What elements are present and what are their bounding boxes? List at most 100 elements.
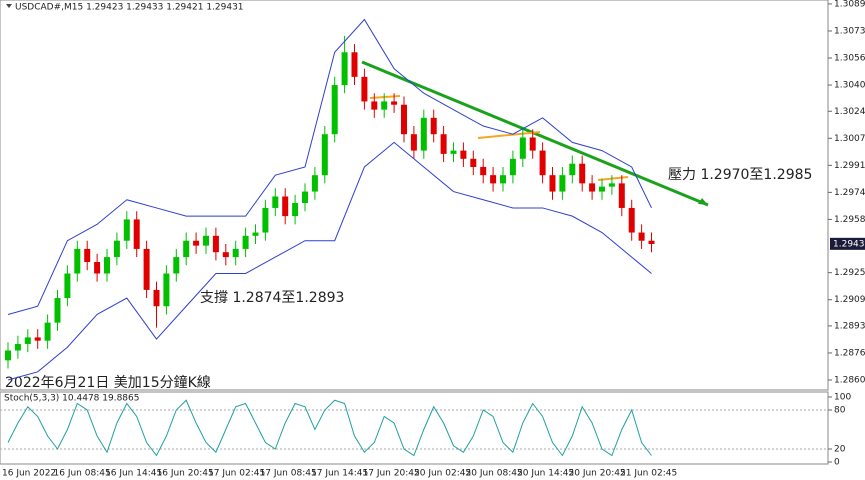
candle-body bbox=[401, 104, 407, 135]
candle-body bbox=[331, 85, 338, 135]
candle-body bbox=[212, 235, 219, 253]
candle-body bbox=[24, 337, 31, 344]
chart-caption: 2022年6月21日 美加15分鐘K線 bbox=[5, 374, 211, 391]
candle-body bbox=[500, 175, 506, 184]
candle-body bbox=[173, 257, 180, 274]
y-tick-label: 1.29090 bbox=[834, 295, 865, 305]
candle-body bbox=[599, 186, 605, 192]
candle-body bbox=[460, 150, 467, 159]
candle-body bbox=[440, 134, 447, 154]
candle-body bbox=[391, 101, 398, 105]
candle-body bbox=[638, 232, 645, 241]
candle-body bbox=[529, 137, 536, 151]
trend-line bbox=[361, 60, 709, 207]
candle-body bbox=[321, 134, 328, 176]
candle-body bbox=[14, 343, 21, 351]
candle-body bbox=[539, 150, 546, 176]
y-tick-label: 1.30240 bbox=[834, 107, 865, 117]
x-tick-label: 17 Jun 02:45 bbox=[208, 469, 265, 479]
candle-body bbox=[123, 219, 130, 241]
candle-body bbox=[34, 337, 41, 341]
candle-body bbox=[282, 196, 289, 217]
candle-body bbox=[618, 183, 625, 208]
y-tick-label: 1.28600 bbox=[834, 376, 865, 386]
y-tick-label: 1.28765 bbox=[834, 348, 865, 358]
y-tick-label: 1.29910 bbox=[834, 161, 865, 171]
candle-body bbox=[242, 235, 249, 249]
x-tick-label: 20 Jun 02:45 bbox=[414, 469, 471, 479]
candle-body bbox=[579, 163, 586, 184]
candle-body bbox=[5, 350, 11, 361]
y-tick-label: 100 bbox=[834, 393, 851, 403]
candle-body bbox=[559, 175, 566, 192]
main-frame bbox=[0, 0, 829, 391]
y-tick-label: 1.30895 bbox=[834, 0, 865, 9]
candle-body bbox=[381, 101, 388, 110]
y-tick-label: 1.30565 bbox=[834, 54, 865, 64]
candle-body bbox=[183, 240, 190, 258]
x-tick-label: 17 Jun 20:45 bbox=[363, 469, 420, 479]
candle-body bbox=[470, 158, 477, 167]
candle-body bbox=[292, 203, 299, 217]
candle-body bbox=[490, 175, 497, 184]
candle-body bbox=[311, 175, 318, 192]
candle-body bbox=[430, 117, 437, 135]
x-tick-label: 21 Jun 02:45 bbox=[620, 469, 677, 479]
candle-body bbox=[549, 175, 556, 192]
x-tick-label: 17 Jun 08:45 bbox=[260, 469, 317, 479]
y-tick-label: 1.29745 bbox=[834, 188, 865, 198]
candle-body bbox=[64, 273, 71, 299]
candle-body bbox=[589, 183, 596, 192]
orange-arrow bbox=[369, 95, 401, 99]
bollinger-band bbox=[7, 18, 652, 315]
candle-body bbox=[371, 101, 378, 110]
candle-body bbox=[361, 76, 368, 102]
candle-body bbox=[113, 240, 120, 258]
candle-body bbox=[420, 117, 427, 151]
candle-body bbox=[272, 196, 279, 208]
y-tick-label: 80 bbox=[834, 406, 846, 416]
y-tick-label: 1.30400 bbox=[834, 81, 865, 91]
stoch-title: Stoch(5,3,3) 10.4478 19.8865 bbox=[4, 394, 139, 404]
candle-body bbox=[410, 134, 417, 151]
candle-body bbox=[54, 298, 61, 323]
candle-body bbox=[341, 52, 348, 86]
candle-body bbox=[351, 52, 358, 77]
orange-arrow bbox=[597, 176, 629, 181]
bollinger-band bbox=[7, 141, 652, 381]
candle-body bbox=[608, 183, 615, 187]
x-tick-label: 20 Jun 08:45 bbox=[466, 469, 523, 479]
y-tick-label: 1.29255 bbox=[834, 268, 865, 278]
candle-body bbox=[519, 137, 526, 159]
candle-body bbox=[480, 166, 487, 176]
x-tick-label: 20 Jun 20:45 bbox=[569, 469, 626, 479]
stoch-line bbox=[7, 399, 652, 457]
candle-body bbox=[163, 273, 170, 307]
candle-body bbox=[302, 191, 308, 204]
y-tick-label: 0 bbox=[834, 458, 840, 468]
candle-body bbox=[153, 289, 160, 307]
y-tick-label: 1.30730 bbox=[834, 26, 865, 36]
candle-body bbox=[94, 262, 101, 274]
symbol-header: USDCAD#,M15 1.29423 1.29433 1.29421 1.29… bbox=[15, 3, 244, 13]
y-tick-label: 1.28930 bbox=[834, 321, 865, 331]
x-tick-label: 20 Jun 14:45 bbox=[517, 469, 574, 479]
y-tick-label: 1.30075 bbox=[834, 134, 865, 144]
candle-body bbox=[203, 235, 209, 246]
x-tick-label: 16 Jun 2022 bbox=[2, 469, 56, 479]
stoch-frame bbox=[0, 391, 829, 465]
candle-body bbox=[193, 240, 200, 246]
trend-arrow bbox=[698, 198, 708, 205]
candle-body bbox=[84, 248, 91, 263]
candle-body bbox=[232, 248, 239, 258]
candle-body bbox=[252, 232, 259, 236]
orange-arrow bbox=[477, 131, 541, 139]
current-price-box bbox=[830, 237, 865, 250]
y-tick-label: 20 bbox=[834, 445, 846, 455]
candle-body bbox=[628, 207, 635, 233]
candle-body bbox=[143, 248, 150, 290]
y-tick-label: 1.29580 bbox=[834, 215, 865, 225]
support-label: 支撐 1.2874至1.2893 bbox=[200, 290, 344, 306]
candle-body bbox=[222, 252, 229, 258]
